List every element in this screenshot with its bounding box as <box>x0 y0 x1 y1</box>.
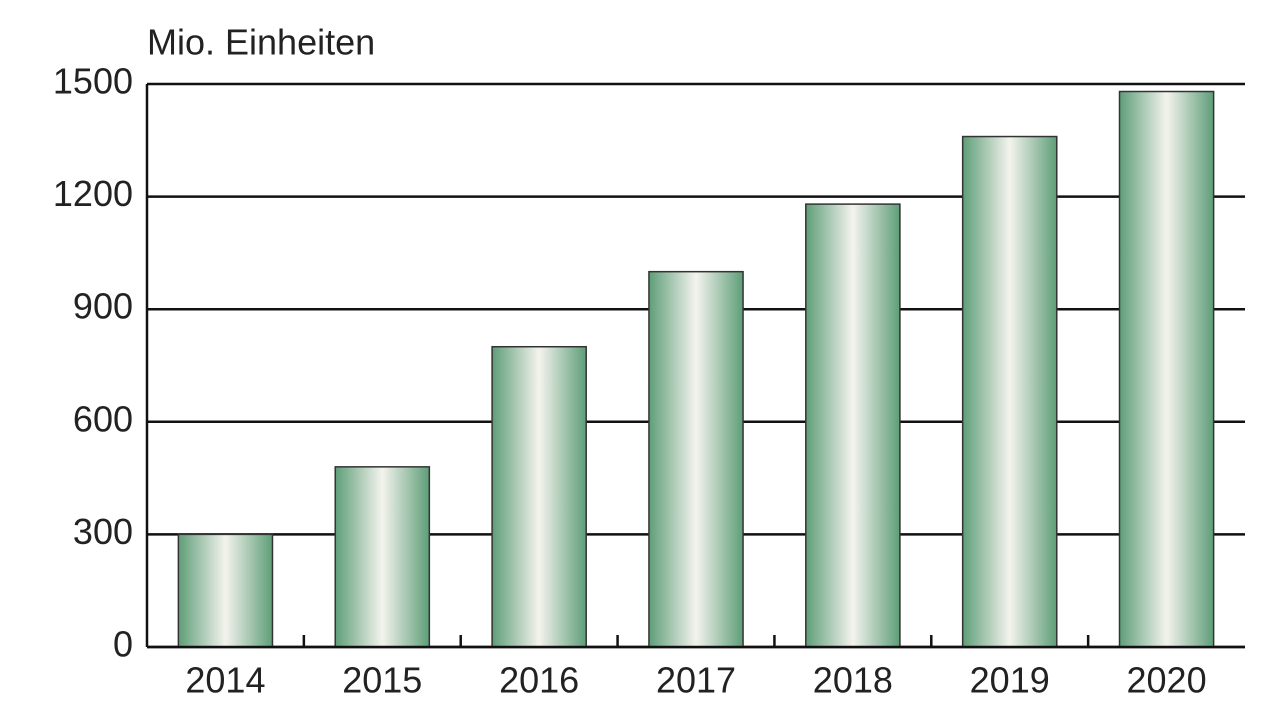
x-tick-label: 2015 <box>342 660 422 701</box>
bar <box>1118 90 1215 648</box>
x-tick-label: 2020 <box>1127 660 1207 701</box>
bar <box>961 135 1058 648</box>
y-tick-label: 1500 <box>53 61 133 102</box>
y-tick-label: 1200 <box>53 173 133 214</box>
y-tick-label: 300 <box>73 511 133 552</box>
y-tick-label: 900 <box>73 286 133 327</box>
y-tick-label: 0 <box>113 624 133 665</box>
bar <box>177 533 274 648</box>
bar <box>334 466 431 648</box>
bar <box>491 345 587 648</box>
bar <box>805 203 901 648</box>
x-tick-label: 2019 <box>970 660 1050 701</box>
bar <box>648 270 744 648</box>
y-axis-title: Mio. Einheiten <box>147 22 375 63</box>
x-tick-label: 2017 <box>656 660 736 701</box>
x-tick-label: 2014 <box>185 660 265 701</box>
x-tick-label: 2018 <box>813 660 893 701</box>
x-tick-label: 2016 <box>499 660 579 701</box>
y-tick-label: 600 <box>73 398 133 439</box>
